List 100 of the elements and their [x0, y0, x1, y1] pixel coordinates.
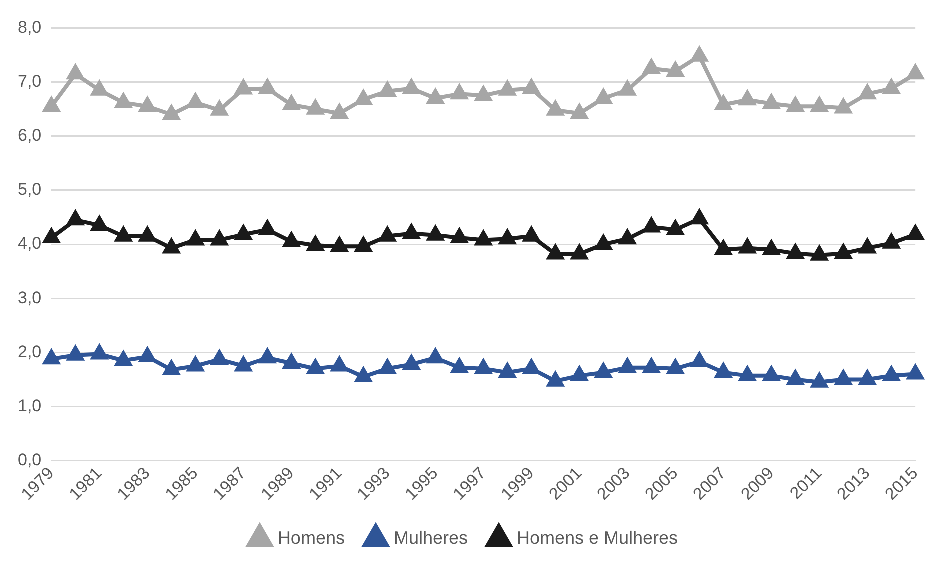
point: [164, 106, 180, 120]
point: [668, 62, 684, 77]
point: [284, 96, 300, 110]
point: [668, 220, 684, 236]
point: [260, 220, 276, 236]
point: [404, 356, 420, 370]
point: [404, 224, 420, 240]
point: [860, 370, 876, 386]
point: [140, 348, 156, 362]
point: [692, 352, 708, 368]
legend-label: Homens: [278, 528, 345, 548]
point: [740, 239, 756, 254]
point: [188, 94, 204, 108]
point: [44, 98, 60, 112]
point: [716, 240, 732, 256]
point: [236, 80, 252, 95]
point: [332, 104, 348, 120]
point: [236, 357, 252, 372]
point: [284, 232, 300, 248]
point: [524, 80, 540, 94]
point: [836, 99, 852, 114]
point: [68, 65, 84, 80]
point: [476, 231, 492, 246]
point: [572, 104, 588, 120]
y-tick-label: 3,0: [18, 288, 42, 308]
point: [116, 227, 132, 242]
point: [140, 227, 156, 242]
point: [260, 349, 276, 364]
point: [428, 226, 444, 241]
point: [716, 96, 732, 110]
point: [476, 86, 492, 102]
point: [500, 81, 516, 96]
point: [308, 360, 324, 374]
point: [548, 101, 564, 116]
point: [284, 354, 300, 369]
y-tick-label: 6,0: [18, 126, 42, 146]
point: [644, 358, 660, 374]
point: [788, 98, 804, 112]
point: [308, 236, 324, 252]
point: [260, 80, 276, 94]
point: [620, 230, 636, 245]
point: [164, 360, 180, 376]
point: [500, 364, 516, 378]
y-tick-label: 2,0: [18, 342, 42, 362]
point: [92, 345, 108, 360]
point: [764, 94, 780, 110]
point: [572, 245, 588, 260]
point: [692, 47, 708, 62]
y-tick-label: 7,0: [18, 72, 42, 91]
point: [452, 229, 468, 244]
point: [908, 226, 924, 240]
point: [164, 239, 180, 254]
point: [860, 85, 876, 100]
point: [44, 350, 60, 365]
point: [92, 81, 108, 96]
point: [116, 94, 132, 108]
point: [68, 346, 84, 361]
point: [212, 350, 228, 366]
point: [428, 349, 444, 364]
point: [620, 358, 636, 374]
point: [836, 244, 852, 260]
y-tick-label: 0,0: [18, 450, 42, 470]
point: [812, 246, 828, 261]
point: [452, 85, 468, 100]
point: [188, 357, 204, 372]
point: [212, 231, 228, 246]
point: [860, 239, 876, 254]
point: [644, 218, 660, 233]
point: [476, 360, 492, 374]
legend-label: Homens e Mulheres: [516, 528, 678, 548]
point: [908, 65, 924, 80]
point: [692, 210, 708, 225]
point: [668, 360, 684, 374]
y-tick-label: 5,0: [18, 180, 42, 200]
point: [212, 101, 228, 116]
point: [116, 352, 132, 366]
point: [812, 98, 828, 112]
point: [812, 373, 828, 388]
point: [308, 100, 324, 115]
point: [332, 357, 348, 372]
point: [596, 236, 612, 250]
point: [884, 366, 900, 382]
point: [452, 358, 468, 374]
point: [332, 238, 348, 252]
point: [188, 231, 204, 246]
point: [524, 227, 540, 242]
legend-label: Mulheres: [394, 528, 468, 548]
point: [740, 91, 756, 106]
point: [788, 244, 804, 260]
point: [596, 364, 612, 378]
point: [596, 90, 612, 104]
point: [836, 370, 852, 386]
point: [428, 90, 444, 104]
point: [572, 366, 588, 382]
point: [548, 245, 564, 260]
point: [68, 211, 84, 226]
point: [908, 365, 924, 380]
y-tick-label: 4,0: [18, 234, 42, 254]
point: [356, 238, 372, 252]
y-tick-label: 1,0: [18, 396, 42, 416]
